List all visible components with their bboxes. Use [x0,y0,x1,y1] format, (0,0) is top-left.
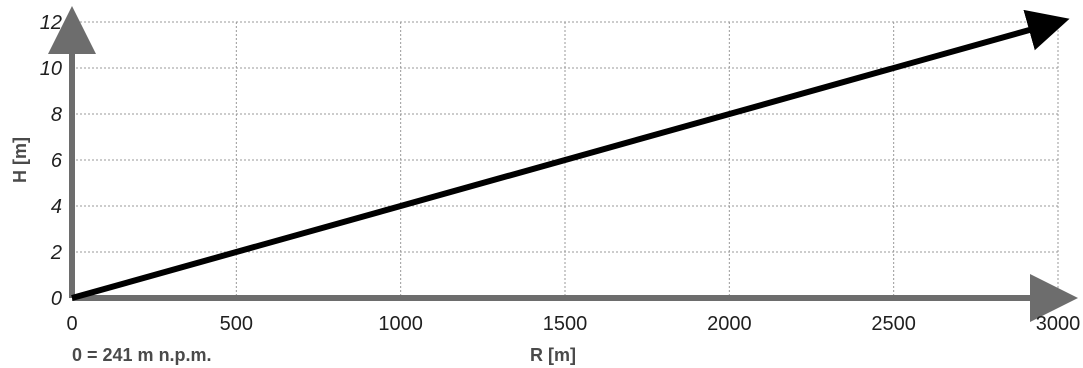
x-tick-label: 1000 [378,313,423,335]
x-axis-label: R [m] [530,345,576,365]
y-tick-label: 0 [51,288,62,310]
y-axis-label: H [m] [10,137,30,183]
series-layer [71,9,1070,301]
y-tick-label: 12 [40,12,62,34]
x-tick-label: 500 [220,313,253,335]
y-ticks-layer: 0 2 4 6 8 10 12 [40,12,63,310]
axes-layer [48,6,1078,322]
series-line [71,9,1070,301]
y-tick-label: 4 [51,196,62,218]
y-tick-label: 8 [51,104,62,126]
elevation-note: 0 = 241 m n.p.m. [72,345,212,365]
x-tick-label: 0 [66,313,77,335]
x-tick-label: 1500 [543,313,588,335]
x-tick-label: 2000 [707,313,752,335]
x-tick-label: 2500 [871,313,916,335]
y-tick-label: 10 [40,58,62,80]
x-ticks-layer: 0 500 1000 1500 2000 2500 3000 [66,313,1080,335]
y-tick-label: 6 [51,150,63,172]
x-tick-label: 3000 [1036,313,1081,335]
y-tick-label: 2 [50,242,62,264]
